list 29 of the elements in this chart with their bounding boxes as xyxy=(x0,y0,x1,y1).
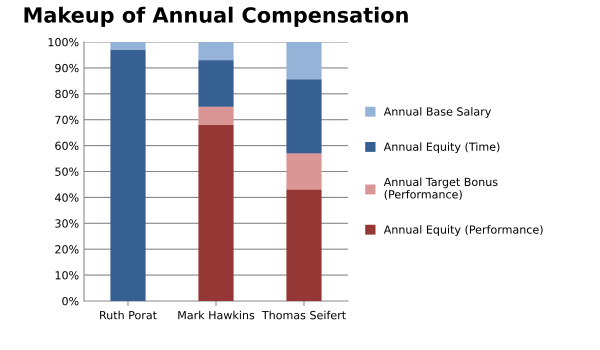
chart-title: Makeup of Annual Compensation xyxy=(24,6,408,27)
bar xyxy=(198,42,234,60)
bar xyxy=(198,60,234,107)
y-tick-label: 50% xyxy=(55,167,79,176)
y-tick-label: 60% xyxy=(55,142,79,150)
y-tick-label: 30% xyxy=(55,219,79,228)
y-tick-label: 10% xyxy=(56,271,79,280)
x-tick-label: Thomas Seifert xyxy=(262,310,346,320)
legend-label: Annual Equity (Time) xyxy=(384,142,500,154)
bar xyxy=(110,50,146,301)
legend-label: Annual Equity (Performance) xyxy=(384,225,543,236)
x-tick-label: Ruth Porat xyxy=(100,310,157,320)
y-tick-label: 70% xyxy=(55,116,79,124)
bar xyxy=(286,80,322,154)
bar xyxy=(286,153,322,190)
legend-label: Annual Base Salary xyxy=(384,107,492,118)
y-tick-label: 20% xyxy=(55,245,79,254)
bar xyxy=(286,42,322,80)
y-tick-label: 40% xyxy=(54,193,79,202)
x-tick-label: Mark Hawkins xyxy=(178,310,254,320)
legend-label: Annual Target Bonus (Performance) xyxy=(384,178,498,200)
bar xyxy=(198,124,234,301)
y-tick-label: 100% xyxy=(48,38,79,46)
bar xyxy=(286,190,322,301)
y-tick-label: 80% xyxy=(55,90,79,98)
y-tick-label: 0% xyxy=(62,296,79,306)
y-tick-label: 90% xyxy=(55,64,79,72)
bar xyxy=(198,106,234,125)
bar xyxy=(110,42,146,50)
